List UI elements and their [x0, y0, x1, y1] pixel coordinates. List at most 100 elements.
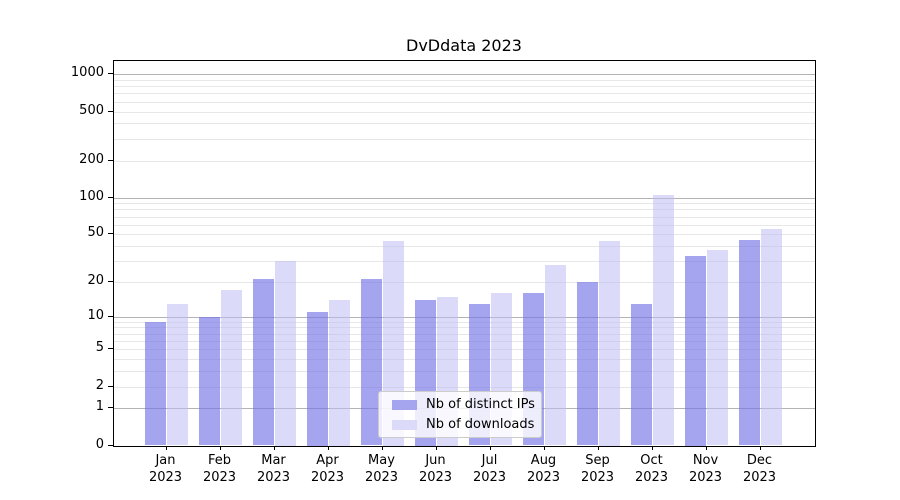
gridline-400 [114, 123, 815, 125]
x-tick-label-apr: Apr 2023 [310, 453, 345, 485]
gridline-70 [114, 216, 815, 218]
y-tick-label-50: 50 [87, 225, 104, 241]
gridline-30 [114, 261, 815, 262]
gridline-50 [114, 234, 815, 236]
gridline-1000 [114, 74, 815, 76]
x-tick-label-oct: Oct 2023 [634, 453, 669, 485]
y-tick-mark-1 [108, 407, 113, 409]
bar-nb-of-downloads-aug [544, 264, 567, 446]
y-tick-label-200: 200 [79, 151, 104, 167]
gridline-80 [114, 209, 815, 211]
x-tick-mark-dec [759, 446, 761, 450]
gridline-2 [114, 386, 815, 388]
x-tick-label-mar: Mar 2023 [256, 453, 291, 485]
y-tick-mark-0 [108, 444, 113, 446]
gridline-40 [114, 246, 815, 247]
x-tick-label-nov: Nov 2023 [688, 453, 723, 485]
gridline-8 [114, 327, 815, 329]
bar-nb-of-downloads-sep [598, 241, 621, 446]
bar-nb-of-downloads-nov [706, 250, 729, 446]
y-tick-label-20: 20 [87, 272, 104, 288]
bar-nb-of-distinct-ips-jan [144, 321, 167, 446]
gridline-300 [114, 138, 815, 140]
bar-nb-of-downloads-dec [760, 229, 783, 446]
x-tick-label-may: May 2023 [364, 453, 399, 485]
legend-swatch-downloads [392, 419, 417, 430]
y-tick-label-10: 10 [87, 307, 104, 323]
bar-nb-of-distinct-ips-oct [630, 303, 653, 446]
x-tick-mark-aug [543, 446, 545, 450]
bar-nb-of-distinct-ips-may [360, 279, 383, 446]
gridline-90 [114, 203, 815, 205]
x-tick-mark-jun [435, 446, 437, 450]
plot-area [113, 60, 816, 447]
x-tick-mark-mar [273, 446, 275, 450]
legend: Nb of distinct IPs Nb of downloads [378, 391, 542, 438]
x-tick-mark-may [381, 446, 383, 450]
x-tick-label-dec: Dec 2023 [742, 453, 777, 485]
bar-nb-of-downloads-apr [328, 300, 351, 446]
y-tick-label-500: 500 [79, 102, 104, 118]
gridline-700 [114, 93, 815, 95]
x-tick-mark-jan [165, 446, 167, 450]
y-tick-label-2: 2 [95, 377, 104, 393]
y-tick-mark-2 [108, 385, 113, 387]
x-tick-mark-nov [705, 446, 707, 450]
x-tick-mark-sep [597, 446, 599, 450]
y-tick-mark-5 [108, 348, 113, 350]
gridline-3 [114, 371, 815, 372]
x-tick-mark-apr [327, 446, 329, 450]
bar-nb-of-downloads-feb [220, 290, 243, 446]
gridline-20 [114, 281, 815, 283]
gridline-800 [114, 86, 815, 88]
bar-nb-of-downloads-jan [166, 303, 189, 446]
chart-title: DvDdata 2023 [406, 36, 522, 55]
y-tick-mark-100 [108, 196, 113, 198]
y-tick-mark-10 [108, 315, 113, 317]
x-tick-mark-oct [651, 446, 653, 450]
y-tick-label-1000: 1000 [70, 65, 104, 81]
y-tick-mark-200 [108, 159, 113, 161]
gridline-600 [114, 101, 815, 103]
x-tick-mark-jul [489, 446, 491, 450]
y-tick-label-100: 100 [79, 188, 104, 204]
y-tick-label-1: 1 [95, 399, 104, 415]
y-tick-label-5: 5 [95, 340, 104, 356]
legend-label-downloads: Nb of downloads [426, 417, 535, 432]
gridline-900 [114, 79, 815, 81]
gridline-60 [114, 224, 815, 226]
gridline-200 [114, 160, 815, 162]
x-tick-label-jul: Jul 2023 [472, 453, 507, 485]
bar-nb-of-distinct-ips-apr [306, 312, 329, 446]
gridline-9 [114, 321, 815, 323]
legend-row-distinct-ips: Nb of distinct IPs [392, 397, 541, 412]
bar-nb-of-distinct-ips-nov [684, 256, 707, 446]
gridline-6 [114, 340, 815, 342]
y-tick-mark-500 [108, 110, 113, 112]
gridline-100 [114, 197, 815, 199]
x-tick-label-feb: Feb 2023 [202, 453, 237, 485]
bar-nb-of-distinct-ips-mar [252, 279, 275, 446]
y-tick-mark-20 [108, 280, 113, 282]
gridline-4 [114, 359, 815, 360]
x-tick-label-jan: Jan 2023 [148, 453, 183, 485]
x-tick-label-jun: Jun 2023 [418, 453, 453, 485]
x-tick-label-sep: Sep 2023 [580, 453, 615, 485]
bar-nb-of-distinct-ips-dec [738, 239, 761, 446]
bar-nb-of-downloads-mar [274, 261, 297, 446]
y-tick-mark-1000 [108, 73, 113, 75]
legend-swatch-distinct-ips [392, 399, 417, 410]
legend-row-downloads: Nb of downloads [392, 417, 541, 432]
bar-nb-of-distinct-ips-feb [198, 316, 221, 446]
legend-label-distinct-ips: Nb of distinct IPs [426, 397, 535, 412]
gridline-7 [114, 333, 815, 335]
y-tick-label-0: 0 [95, 436, 104, 452]
gridline-500 [114, 111, 815, 113]
bar-nb-of-downloads-oct [652, 194, 675, 446]
bar-nb-of-distinct-ips-sep [576, 281, 599, 446]
gridline-5 [114, 349, 815, 351]
y-tick-mark-50 [108, 233, 113, 235]
gridline-10 [114, 316, 815, 318]
x-tick-label-aug: Aug 2023 [526, 453, 561, 485]
